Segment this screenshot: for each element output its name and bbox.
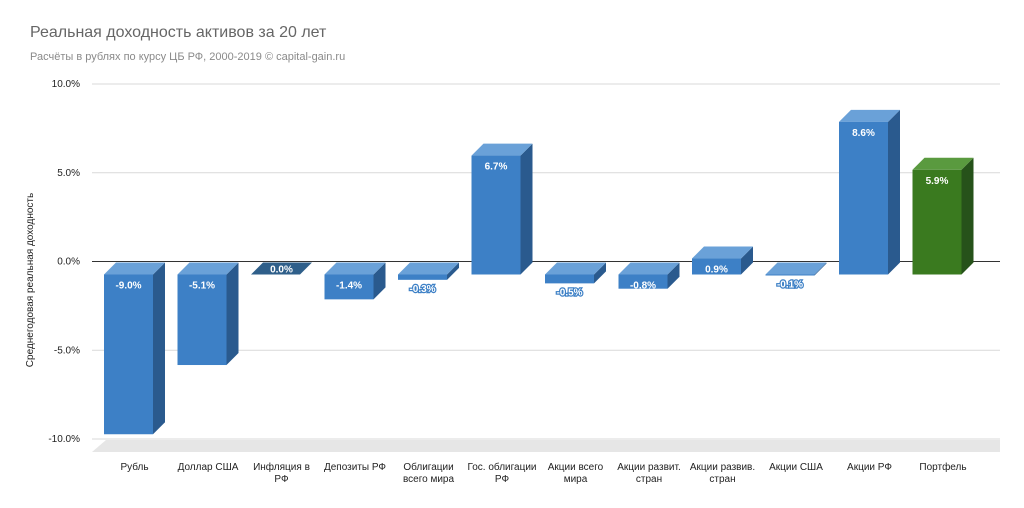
x-tick-label: Акции всего	[548, 462, 604, 473]
bar-side	[373, 262, 386, 300]
bar	[692, 258, 741, 275]
x-tick-label: стран	[709, 474, 735, 485]
x-tick-label: Рубль	[120, 461, 148, 473]
x-tick-label: Гос. облигации	[467, 461, 536, 473]
x-tick-label: всего мира	[403, 474, 455, 485]
bar-top	[692, 246, 753, 259]
bar-top	[545, 262, 606, 275]
data-label: -5.1%	[189, 281, 215, 292]
x-tick-label: Акции РФ	[847, 462, 892, 473]
x-tick-label: РФ	[274, 474, 289, 485]
bar	[104, 274, 153, 435]
bar	[545, 274, 594, 284]
bars: -9.0% -5.1% 0.0% -1.4% -0.3% 6.7% -0.5% -0.8% 0.…	[104, 109, 974, 435]
bar	[618, 274, 668, 289]
y-tick-label: -10.0%	[48, 434, 80, 445]
y-tick-label: 5.0%	[57, 168, 80, 179]
bar-top	[324, 262, 386, 275]
bar-side	[520, 143, 533, 275]
bar-group	[104, 262, 165, 435]
y-axis-ticks: 10.0% 5.0% 0.0% -5.0% -10.0%	[48, 79, 80, 445]
data-label: 8.6%	[852, 128, 875, 139]
bar-top	[251, 262, 312, 275]
bar-group	[324, 262, 386, 300]
bar	[324, 274, 374, 300]
bar-top	[398, 262, 459, 275]
bar-group	[692, 246, 753, 275]
x-tick-label: РФ	[495, 474, 510, 485]
data-label: 5.9%	[926, 176, 949, 187]
floor-plane	[92, 440, 1000, 452]
bar-group	[471, 143, 533, 275]
x-tick-label: Портфель	[919, 461, 966, 473]
x-tick-label: Депозиты РФ	[324, 462, 386, 473]
x-tick-label: стран	[636, 474, 662, 485]
x-tick-label: Акции развит.	[617, 462, 680, 473]
bar-group	[839, 109, 900, 275]
bar-top	[839, 109, 900, 122]
y-tick-label: -5.0%	[54, 345, 80, 356]
bar-group	[398, 262, 459, 280]
data-label: -0.1%	[777, 280, 803, 291]
bar-group	[251, 262, 312, 275]
data-label: -1.4%	[336, 281, 362, 292]
bar	[471, 155, 521, 275]
bar-side	[961, 157, 974, 275]
bar-side	[594, 262, 606, 284]
bar-group	[618, 262, 680, 289]
y-axis-label: Среднегодовая реальная доходность	[25, 193, 36, 367]
x-tick-label: Доллар США	[178, 462, 239, 473]
bar-side	[153, 262, 165, 435]
x-tick-label: Инфляция в	[253, 461, 310, 473]
data-label: -0.5%	[556, 287, 582, 298]
data-label: -0.3%	[409, 284, 435, 295]
chart-title: Реальная доходность активов за 20 лет	[30, 24, 327, 41]
bar-side	[447, 262, 459, 280]
data-label: 0.0%	[270, 265, 293, 276]
bar	[765, 274, 815, 276]
y-tick-label: 10.0%	[52, 79, 80, 90]
x-tick-label: Акции развив.	[690, 462, 755, 473]
bar	[177, 274, 227, 366]
bar	[912, 169, 962, 275]
bar-group	[765, 262, 827, 276]
chart-floor	[92, 440, 1000, 452]
bar-side	[888, 109, 900, 275]
bar-group	[177, 262, 239, 366]
chart-subtitle: Расчёты в рублях по курсу ЦБ РФ, 2000-20…	[30, 51, 346, 63]
data-label: 6.7%	[485, 162, 508, 173]
bar-top	[471, 143, 533, 156]
bar-top	[104, 262, 165, 275]
bar-top	[912, 157, 974, 170]
bar-group	[545, 262, 606, 284]
bar	[398, 274, 447, 280]
bar	[839, 121, 888, 275]
bar-top	[765, 262, 827, 275]
bar-side	[814, 262, 827, 276]
bar-top	[177, 262, 239, 275]
bar-side	[226, 262, 239, 366]
data-label: -0.8%	[630, 281, 656, 292]
bar-side	[667, 262, 680, 289]
bar-group	[912, 157, 974, 275]
x-tick-label: мира	[564, 474, 588, 485]
data-label: -9.0%	[115, 281, 141, 292]
y-tick-label: 0.0%	[57, 257, 80, 268]
bar-top	[618, 262, 680, 275]
data-label: 0.9%	[705, 265, 728, 276]
x-tick-label: Акции США	[769, 462, 823, 473]
x-tick-label: Облигации	[403, 461, 453, 473]
bar-side	[741, 246, 753, 275]
